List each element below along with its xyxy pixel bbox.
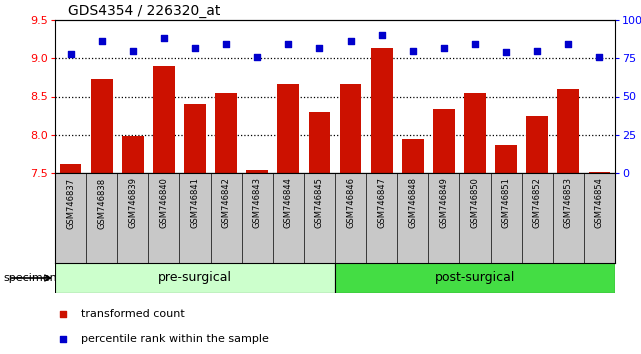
Text: GSM746852: GSM746852 <box>533 177 542 228</box>
Text: GSM746839: GSM746839 <box>128 177 137 228</box>
Text: percentile rank within the sample: percentile rank within the sample <box>81 334 269 344</box>
Point <box>283 42 294 47</box>
Bar <box>153 66 175 173</box>
Point <box>563 42 574 47</box>
Text: pre-surgical: pre-surgical <box>158 272 232 285</box>
Bar <box>402 138 424 173</box>
Point <box>376 33 387 38</box>
Point <box>438 45 449 50</box>
Point <box>532 48 542 53</box>
Bar <box>335 263 615 293</box>
Text: GSM746845: GSM746845 <box>315 177 324 228</box>
Bar <box>433 109 454 173</box>
Text: transformed count: transformed count <box>81 309 185 319</box>
Bar <box>340 84 362 173</box>
Bar <box>588 172 610 173</box>
Text: GSM746841: GSM746841 <box>190 177 199 228</box>
Bar <box>308 112 330 173</box>
Bar <box>122 136 144 173</box>
Text: GSM746848: GSM746848 <box>408 177 417 228</box>
Bar <box>526 116 548 173</box>
Text: GSM746847: GSM746847 <box>377 177 386 228</box>
Point <box>252 54 262 59</box>
Point <box>470 42 480 47</box>
Point <box>594 54 604 59</box>
Point <box>190 45 200 50</box>
Text: GDS4354 / 226320_at: GDS4354 / 226320_at <box>68 4 221 18</box>
Bar <box>215 93 237 173</box>
Point <box>408 48 418 53</box>
Point <box>314 45 324 50</box>
Point <box>65 51 76 57</box>
Bar <box>184 104 206 173</box>
Bar <box>60 164 81 173</box>
Text: GSM746849: GSM746849 <box>439 177 449 228</box>
Text: GSM746846: GSM746846 <box>346 177 355 228</box>
Bar <box>370 47 392 173</box>
Text: GSM746853: GSM746853 <box>564 177 573 228</box>
Point <box>345 39 356 44</box>
Text: GSM746840: GSM746840 <box>160 177 169 228</box>
Text: GSM746850: GSM746850 <box>470 177 479 228</box>
Bar <box>558 89 579 173</box>
Bar <box>495 145 517 173</box>
Bar <box>91 79 113 173</box>
Bar <box>55 263 335 293</box>
Text: GSM746842: GSM746842 <box>222 177 231 228</box>
Point <box>221 42 231 47</box>
Bar <box>278 84 299 173</box>
Text: GSM746851: GSM746851 <box>502 177 511 228</box>
Text: GSM746844: GSM746844 <box>284 177 293 228</box>
Point <box>97 39 107 44</box>
Bar <box>464 93 486 173</box>
Point <box>159 35 169 41</box>
Text: GSM746843: GSM746843 <box>253 177 262 228</box>
Text: specimen: specimen <box>3 273 57 283</box>
Text: GSM746854: GSM746854 <box>595 177 604 228</box>
Text: post-surgical: post-surgical <box>435 272 515 285</box>
Point <box>128 48 138 53</box>
Text: GSM746837: GSM746837 <box>66 177 75 229</box>
Bar <box>246 170 268 173</box>
Point <box>501 49 512 55</box>
Text: GSM746838: GSM746838 <box>97 177 106 229</box>
